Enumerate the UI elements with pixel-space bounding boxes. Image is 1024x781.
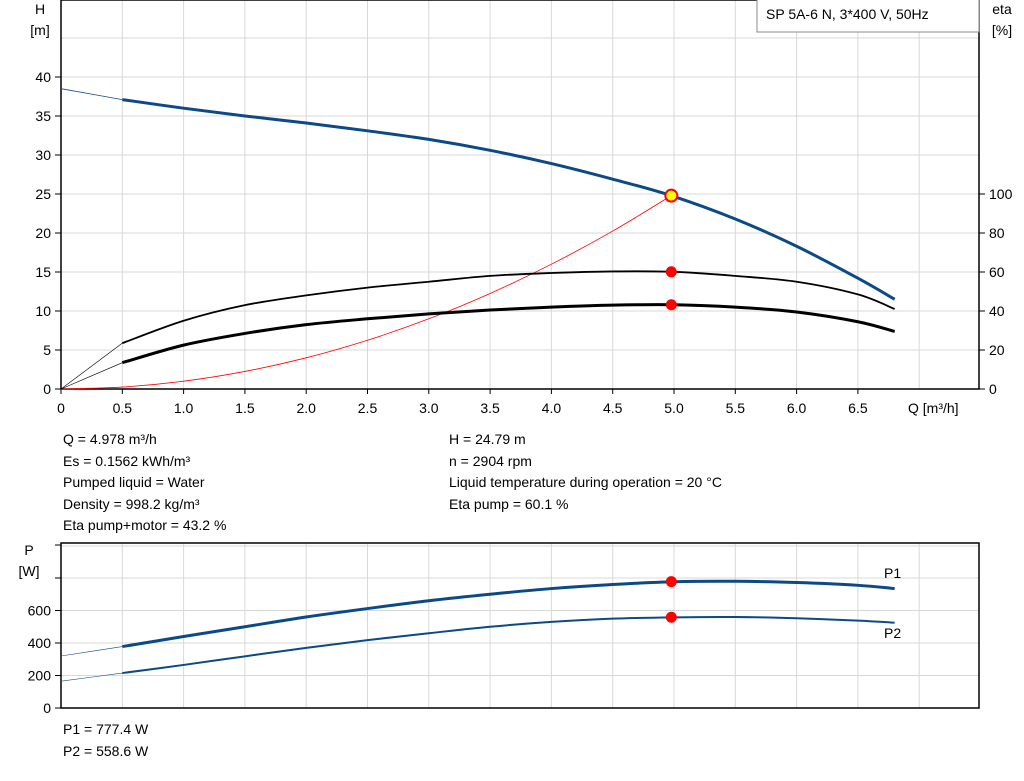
info-temperature: Liquid temperature during operation = 20… (449, 474, 722, 490)
y-tick-label: 15 (35, 264, 51, 280)
system-curve-line (60, 195, 672, 390)
info-energy: Es = 0.1562 kWh/m³ (63, 452, 191, 469)
power-axis-unit: [W] (19, 563, 40, 579)
eta-total-point-marker (665, 299, 677, 311)
info-head: H = 24.79 m (449, 431, 526, 447)
y-tick-label: 35 (35, 108, 51, 124)
x-tick-label: 4.0 (542, 400, 562, 416)
y-tick-label: 5 (43, 342, 51, 358)
power-y-tick-label: 400 (28, 635, 52, 651)
y2-tick-label: 100 (989, 186, 1013, 202)
x-tick-label: 1.0 (174, 400, 194, 416)
p2-point-marker (665, 611, 677, 623)
y-axis-unit: [m] (30, 22, 49, 38)
power-p2-line (122, 615, 895, 675)
power-plot-frame (60, 542, 980, 709)
legend-title: SP 5A-6 N, 3*400 V, 50Hz (766, 6, 929, 22)
info-eta-pump: Eta pump = 60.1 % (449, 495, 569, 512)
power-y-tick-label: 0 (43, 700, 51, 716)
power-p1-line (122, 579, 895, 649)
x-tick-label: 6.0 (787, 400, 807, 416)
x-tick-label: 3.5 (480, 400, 500, 416)
info-speed: n = 2904 rpm (449, 452, 532, 469)
x-tick-label: 6.5 (848, 400, 868, 416)
y-tick-label: 40 (35, 69, 51, 85)
y-tick-label: 0 (43, 381, 51, 397)
info-right: H = 24.79 m n = 2904 rpm Liquid temperat… (449, 429, 722, 515)
x-tick-label: 2.0 (296, 400, 316, 416)
eta-pump-line (121, 270, 896, 345)
x-tick-label: 4.5 (603, 400, 623, 416)
legend-box (756, 0, 980, 33)
x-tick-label: 0.5 (113, 400, 133, 416)
eta-pump-motor-line (121, 303, 896, 365)
y2-tick-label: 80 (989, 225, 1005, 241)
y-tick-label: 30 (35, 147, 51, 163)
info-liquid: Pumped liquid = Water (63, 474, 205, 490)
power-axis-label: P (24, 542, 33, 558)
head-curve-line (122, 98, 896, 301)
x-tick-label: 5.5 (726, 400, 746, 416)
head-curve-extrapolated (60, 88, 123, 101)
info-p2: P2 = 558.6 W (63, 742, 149, 759)
y2-tick-label: 60 (989, 264, 1005, 280)
y2-tick-label: 0 (989, 381, 997, 397)
y2-tick-label: 20 (989, 342, 1005, 358)
info-eta-total: Eta pump+motor = 43.2 % (63, 517, 227, 533)
eta-pump-motor-extrapolated (60, 362, 123, 390)
x-tick-label: 0 (57, 400, 65, 416)
y-tick-label: 10 (35, 303, 51, 319)
x-tick-label: 5.0 (664, 400, 684, 416)
p2-series-label: P2 (884, 625, 901, 641)
x-axis-label: Q [m³/h] (908, 400, 959, 416)
power-p2-extrapolated (60, 672, 123, 682)
x-tick-label: 3.0 (419, 400, 439, 416)
info-p1: P1 = 777.4 W (63, 721, 149, 737)
info-left: Q = 4.978 m³/h Es = 0.1562 kWh/m³ Pumped… (63, 429, 226, 537)
x-tick-label: 2.5 (358, 400, 378, 416)
eta-pump-point-marker (665, 266, 677, 278)
y2-tick-label: 40 (989, 303, 1005, 319)
y2-axis-unit: [%] (992, 22, 1012, 38)
p1-point-marker (665, 576, 677, 588)
p1-series-label: P1 (884, 565, 901, 581)
power-y-tick-label: 600 (28, 603, 52, 619)
info-flow: Q = 4.978 m³/h (63, 431, 157, 447)
x-tick-label: 1.5 (235, 400, 255, 416)
y2-axis-label: eta (992, 1, 1012, 17)
eta-pump-extrapolated (60, 342, 123, 390)
power-info: P1 = 777.4 W P2 = 558.6 W (63, 719, 148, 762)
power-p1-extrapolated (60, 646, 123, 657)
power-y-tick-label: 200 (28, 668, 52, 684)
info-density: Density = 998.2 kg/m³ (63, 495, 200, 512)
duty-point-marker (664, 188, 679, 203)
y-tick-label: 25 (35, 186, 51, 202)
y-tick-label: 20 (35, 225, 51, 241)
y-axis-label: H (35, 1, 45, 17)
